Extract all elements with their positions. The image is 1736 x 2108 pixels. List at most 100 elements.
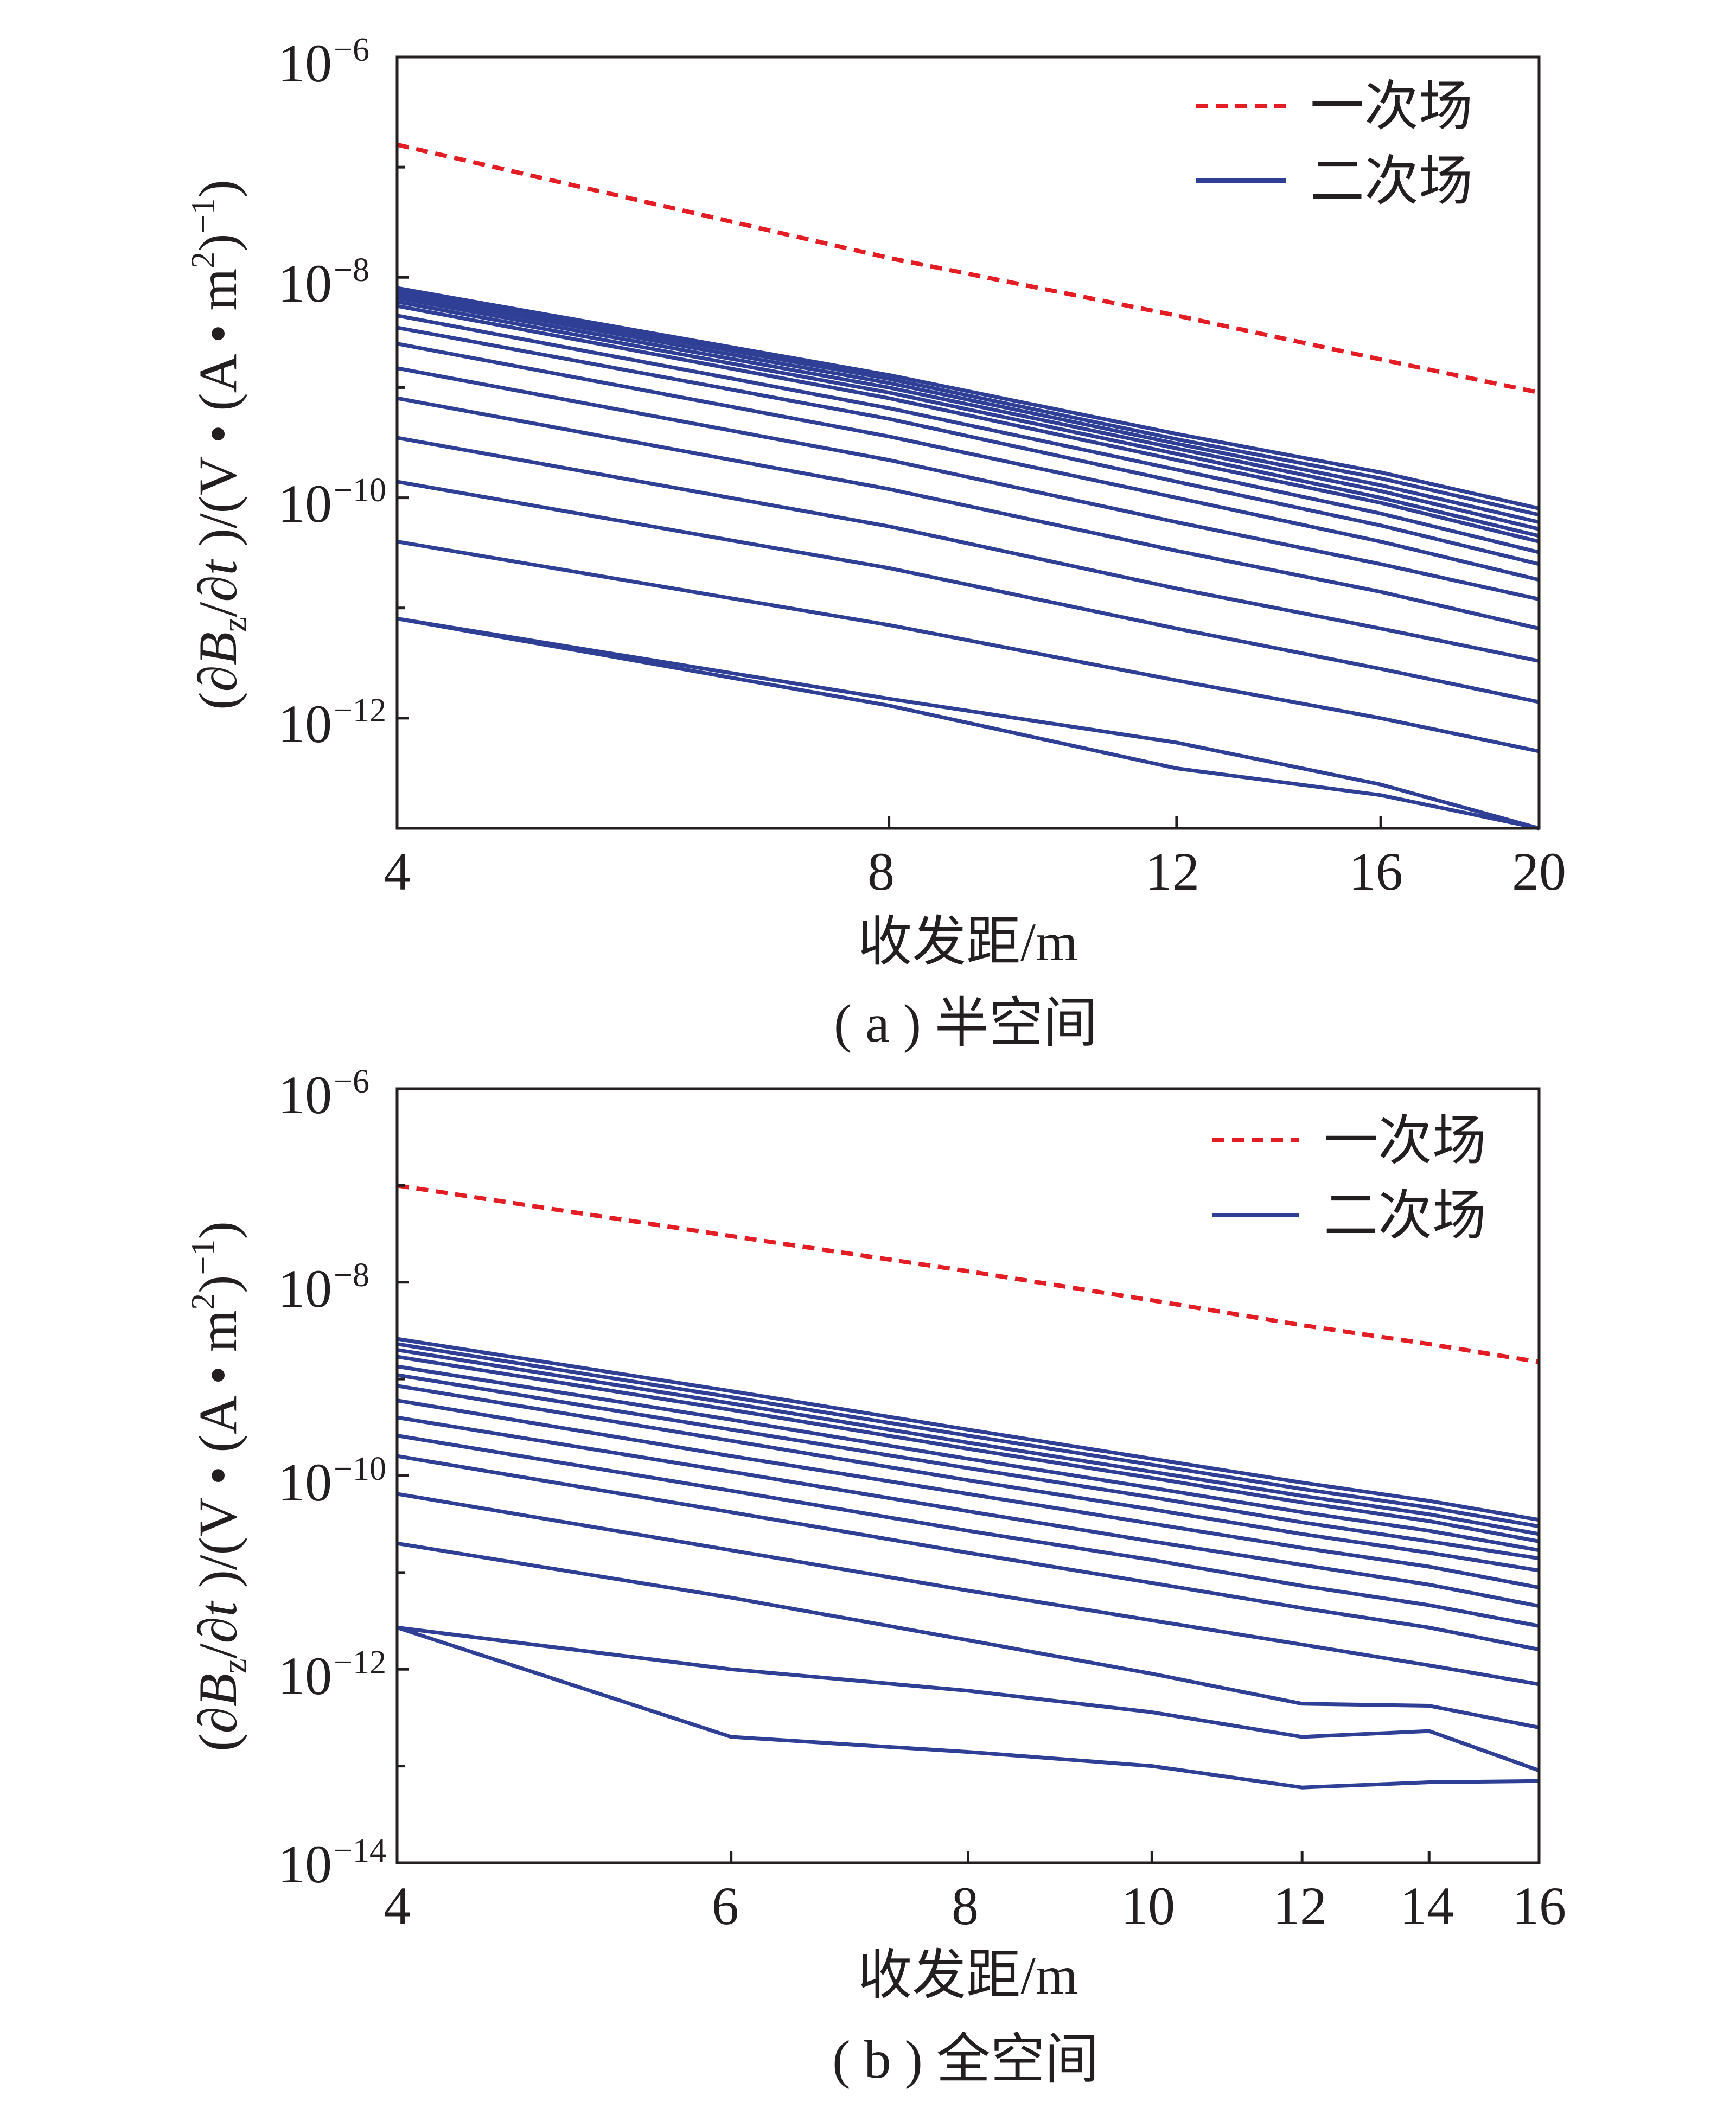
secondary-field-line — [397, 299, 1540, 538]
panel-caption: ( a ) 半空间 — [834, 993, 1097, 1053]
y-axis-label-t-symbol: t — [188, 1600, 248, 1617]
legend-label-primary: 一次场 — [1310, 76, 1473, 137]
y-tick-exponent: −12 — [334, 1644, 386, 1681]
y-axis-label-b-symbol: B — [188, 632, 248, 665]
y-axis-label-part2: /∂ — [188, 575, 248, 617]
x-tick-label: 4 — [384, 1876, 411, 1936]
y-axis-label-part1: (∂ — [188, 665, 248, 710]
y-axis-label-part5: ) — [188, 180, 248, 197]
y-tick-exponent: −8 — [334, 252, 369, 289]
x-tick-label: 6 — [712, 1876, 739, 1936]
x-tick-label: 12 — [1145, 841, 1199, 902]
y-axis-label-superscript-minus1: −1 — [185, 198, 222, 234]
y-axis-label-superscript-minus1: −1 — [185, 1240, 222, 1275]
secondary-field-line — [397, 539, 1540, 753]
y-ticks-group — [397, 55, 409, 830]
y-axis-label-part4: ) — [188, 234, 248, 252]
secondary-field-line — [397, 292, 1540, 525]
y-tick-label: 10 — [278, 694, 332, 754]
y-axis-label-part2: /∂ — [188, 1617, 248, 1658]
y-axis-label-part3: )/(V • (A • m — [188, 1310, 248, 1602]
secondary-field-line — [397, 296, 1540, 531]
y-tick-label: 10 — [278, 1259, 332, 1319]
secondary-field-line — [397, 1373, 1540, 1561]
y-axis-label-part1: (∂ — [188, 1707, 248, 1752]
legend: 一次场 二次场 — [1212, 1111, 1486, 1246]
y-axis-label-part3: )/(V • (A • m — [188, 269, 248, 560]
chart-panel-a: (∂Bz/∂t )/(V • (A • m2)−1) 10 −6 10 −8 1… — [185, 31, 1566, 1053]
legend-label-secondary: 二次场 — [1310, 151, 1473, 212]
y-tick-label: 10 — [278, 474, 332, 534]
secondary-field-line — [397, 304, 1540, 544]
x-tick-label: 20 — [1512, 841, 1566, 902]
y-tick-label: 10 — [278, 33, 332, 93]
series-group — [397, 142, 1540, 831]
secondary-field-line — [397, 1364, 1540, 1553]
y-axis-label-part4: ) — [188, 1275, 248, 1293]
x-tick-label: 8 — [867, 841, 895, 902]
y-axis-label-subscript-z: z — [216, 1658, 253, 1673]
legend: 一次场 二次场 — [1196, 76, 1473, 212]
secondary-field-line — [397, 1625, 1540, 1773]
y-axis-label-subscript-z: z — [216, 617, 253, 632]
secondary-field-line — [397, 314, 1540, 554]
y-tick-exponent: −6 — [334, 31, 369, 68]
secondary-field-line — [397, 1398, 1540, 1589]
y-tick-label: 10 — [278, 1646, 332, 1706]
secondary-field-line — [397, 286, 1540, 510]
legend-label-secondary: 二次场 — [1324, 1186, 1486, 1246]
x-axis-label: 收发距/m — [858, 1945, 1078, 2005]
secondary-field-line — [397, 289, 1540, 517]
secondary-field-line — [397, 1434, 1540, 1628]
secondary-field-line — [397, 1355, 1540, 1543]
y-tick-exponent: −12 — [334, 692, 386, 729]
y-ticks-group — [397, 1087, 409, 1864]
secondary-field-line — [397, 1347, 1540, 1536]
y-axis-label-t-symbol: t — [188, 559, 248, 575]
primary-field-line — [397, 142, 1540, 395]
y-tick-exponent: −10 — [334, 472, 386, 509]
x-tick-label: 14 — [1400, 1876, 1454, 1936]
secondary-field-line — [397, 396, 1540, 631]
secondary-field-line — [397, 1541, 1540, 1730]
secondary-field-line — [397, 1384, 1540, 1573]
y-tick-exponent: −6 — [334, 1063, 369, 1100]
x-ticks-group — [395, 816, 1541, 828]
y-axis-label-part5: ) — [188, 1221, 248, 1239]
secondary-field-line — [397, 1337, 1540, 1522]
y-axis-label: (∂Bz/∂t )/(V • (A • m2)−1) — [185, 180, 253, 710]
y-axis-label-superscript-2: 2 — [185, 1293, 222, 1310]
x-tick-label: 16 — [1512, 1876, 1566, 1936]
y-tick-label: 10 — [278, 1834, 332, 1894]
y-axis-label: (∂Bz/∂t )/(V • (A • m2)−1) — [185, 1221, 253, 1752]
secondary-field-line — [397, 436, 1540, 663]
x-tick-label: 8 — [952, 1876, 979, 1936]
y-tick-exponent: −10 — [334, 1451, 386, 1487]
primary-field-line — [397, 1183, 1540, 1364]
x-tick-label: 4 — [384, 841, 411, 902]
y-axis-label-b-symbol: B — [188, 1673, 248, 1707]
x-ticks-group — [395, 1851, 1541, 1863]
secondary-field-line — [397, 1454, 1540, 1652]
secondary-field-line — [396, 1625, 1540, 1790]
secondary-field-line — [397, 325, 1540, 566]
legend-label-primary: 一次场 — [1324, 1111, 1486, 1171]
x-tick-label: 12 — [1273, 1876, 1327, 1936]
series-group — [396, 1183, 1540, 1790]
secondary-field-line — [397, 480, 1540, 704]
secondary-field-line — [397, 616, 1540, 831]
secondary-field-line — [397, 1415, 1540, 1608]
y-tick-label: 10 — [278, 1065, 332, 1125]
y-axis-label-superscript-2: 2 — [185, 252, 222, 269]
panel-caption: ( b ) 全空间 — [832, 2029, 1099, 2090]
x-tick-label: 16 — [1349, 841, 1403, 902]
y-tick-exponent: −14 — [334, 1832, 386, 1869]
x-axis-label: 收发距/m — [858, 912, 1078, 972]
secondary-field-line — [397, 366, 1540, 602]
secondary-field-line — [397, 1492, 1540, 1687]
y-tick-label: 10 — [278, 1452, 332, 1512]
secondary-field-line — [397, 616, 1540, 831]
y-tick-label: 10 — [278, 253, 332, 314]
y-tick-exponent: −8 — [334, 1257, 369, 1294]
plot-frame — [395, 55, 1541, 830]
